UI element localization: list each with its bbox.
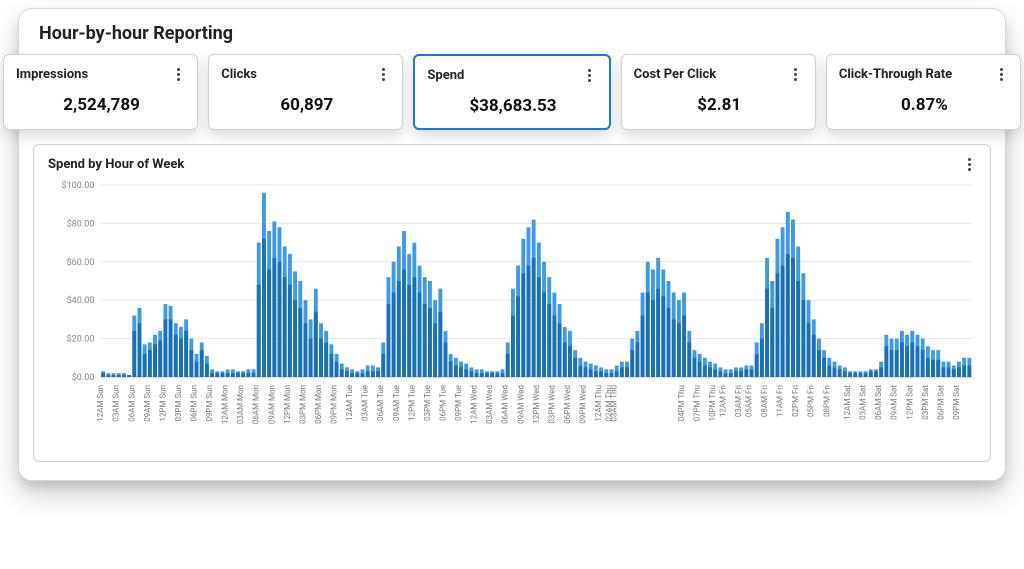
- svg-text:06PM Sun: 06PM Sun: [189, 385, 198, 422]
- metric-cards-row: Impressions2,524,789Clicks60,897Spend$38…: [3, 54, 1021, 130]
- metric-menu-button[interactable]: [581, 66, 599, 84]
- svg-text:09AM Wed: 09AM Wed: [516, 385, 525, 424]
- svg-text:07PM Thu: 07PM Thu: [693, 385, 702, 421]
- svg-text:09AM Mon: 09AM Mon: [267, 385, 276, 424]
- svg-text:$100.00: $100.00: [61, 180, 94, 191]
- svg-text:04PM Thu: 04PM Thu: [677, 385, 686, 421]
- svg-text:12PM Sat: 12PM Sat: [905, 385, 914, 420]
- svg-text:08PM Fri: 08PM Fri: [822, 385, 831, 417]
- svg-text:12PM Mon: 12PM Mon: [283, 385, 292, 424]
- chart-menu-button[interactable]: [960, 155, 978, 173]
- svg-text:09AM Sat: 09AM Sat: [890, 385, 899, 420]
- svg-text:02PM Fri: 02PM Fri: [791, 385, 800, 417]
- page-title: Hour-by-hour Reporting: [33, 23, 991, 54]
- metric-card-impressions[interactable]: Impressions2,524,789: [3, 54, 198, 130]
- svg-text:12AM Fri: 12AM Fri: [719, 385, 728, 417]
- svg-text:03AM Tue: 03AM Tue: [361, 385, 370, 421]
- svg-text:12AM Wed: 12AM Wed: [470, 385, 479, 424]
- svg-text:06AM Sun: 06AM Sun: [127, 385, 136, 422]
- svg-text:12AM Sat: 12AM Sat: [843, 385, 852, 420]
- svg-text:06PM Mon: 06PM Mon: [314, 385, 323, 424]
- svg-text:09PM Tue: 09PM Tue: [454, 385, 463, 421]
- svg-text:12AM Thu: 12AM Thu: [594, 385, 603, 422]
- svg-text:05PM Fri: 05PM Fri: [807, 385, 816, 417]
- svg-text:12AM Tue: 12AM Tue: [345, 385, 354, 421]
- svg-text:03AM Sat: 03AM Sat: [859, 385, 868, 420]
- chart-title: Spend by Hour of Week: [48, 157, 184, 172]
- metric-menu-button[interactable]: [787, 65, 805, 83]
- svg-text:09AM Sun: 09AM Sun: [143, 385, 152, 422]
- svg-text:03PM Sat: 03PM Sat: [921, 385, 930, 420]
- svg-text:09PM Sun: 09PM Sun: [205, 385, 214, 422]
- svg-text:12PM Sun: 12PM Sun: [158, 385, 167, 422]
- svg-text:06AM Mon: 06AM Mon: [252, 385, 261, 424]
- svg-text:03AM Thu: 03AM Thu: [610, 385, 619, 422]
- metric-value: $2.81: [634, 83, 805, 115]
- svg-text:$40.00: $40.00: [67, 295, 95, 306]
- svg-text:03PM Mon: 03PM Mon: [298, 385, 307, 424]
- metric-value: $38,683.53: [427, 84, 598, 116]
- svg-text:$60.00: $60.00: [67, 257, 95, 268]
- svg-text:$20.00: $20.00: [67, 334, 95, 345]
- metric-value: 60,897: [221, 83, 392, 115]
- metric-menu-button[interactable]: [992, 65, 1010, 83]
- svg-text:12AM Mon: 12AM Mon: [221, 385, 230, 424]
- metric-label: Click-Through Rate: [839, 67, 952, 82]
- svg-text:06PM Sat: 06PM Sat: [936, 385, 945, 420]
- svg-text:03AM Wed: 03AM Wed: [485, 385, 494, 424]
- svg-text:06AM Sat: 06AM Sat: [874, 385, 883, 420]
- svg-text:03AM Mon: 03AM Mon: [236, 385, 245, 424]
- svg-text:12PM Wed: 12PM Wed: [532, 385, 541, 424]
- report-panel: Hour-by-hour Reporting Impressions2,524,…: [18, 8, 1006, 481]
- spend-chart-svg: $0.00 $20.00 $40.00 $60.00 $80.00 $100.00 12AM…: [48, 179, 978, 449]
- svg-text:03PM Tue: 03PM Tue: [423, 385, 432, 421]
- svg-text:09PM Mon: 09PM Mon: [330, 385, 339, 424]
- svg-text:06AM Wed: 06AM Wed: [501, 385, 510, 424]
- metric-card-ctr[interactable]: Click-Through Rate0.87%: [826, 54, 1021, 130]
- svg-text:06PM Tue: 06PM Tue: [438, 385, 447, 421]
- svg-text:12AM Sun: 12AM Sun: [96, 385, 105, 422]
- chart-card: Spend by Hour of Week $0.00$20.00$40.00$…: [33, 144, 991, 462]
- svg-text:05AM Fri: 05AM Fri: [744, 385, 753, 417]
- svg-text:03AM Fri: 03AM Fri: [734, 385, 743, 417]
- metric-label: Cost Per Click: [634, 67, 717, 82]
- svg-text:09PM Wed: 09PM Wed: [578, 385, 587, 424]
- metric-card-clicks[interactable]: Clicks60,897: [208, 54, 403, 130]
- metric-label: Clicks: [221, 67, 257, 82]
- svg-text:03PM Sun: 03PM Sun: [174, 385, 183, 422]
- metric-value: 0.87%: [839, 83, 1010, 115]
- metric-label: Impressions: [16, 67, 88, 82]
- svg-text:$80.00: $80.00: [67, 218, 95, 229]
- svg-text:10PM Thu: 10PM Thu: [708, 385, 717, 421]
- svg-text:03AM Sun: 03AM Sun: [112, 385, 121, 422]
- svg-text:06AM Tue: 06AM Tue: [376, 385, 385, 421]
- svg-text:$0.00: $0.00: [72, 372, 95, 383]
- metric-value: 2,524,789: [16, 83, 187, 115]
- svg-text:09PM Sat: 09PM Sat: [952, 385, 961, 420]
- svg-text:03PM Wed: 03PM Wed: [547, 385, 556, 424]
- metric-menu-button[interactable]: [374, 65, 392, 83]
- svg-text:09AM Tue: 09AM Tue: [392, 385, 401, 421]
- svg-text:12PM Tue: 12PM Tue: [407, 385, 416, 421]
- metric-card-cpc[interactable]: Cost Per Click$2.81: [621, 54, 816, 130]
- chart-area: $0.00 $20.00 $40.00 $60.00 $80.00 $100.00 12AM…: [48, 179, 978, 449]
- svg-text:08AM Fri: 08AM Fri: [760, 385, 769, 417]
- metric-label: Spend: [427, 68, 464, 83]
- svg-text:06PM Wed: 06PM Wed: [563, 385, 572, 424]
- svg-text:11AM Fri: 11AM Fri: [776, 385, 785, 417]
- metric-card-spend[interactable]: Spend$38,683.53: [413, 54, 610, 130]
- metric-menu-button[interactable]: [169, 65, 187, 83]
